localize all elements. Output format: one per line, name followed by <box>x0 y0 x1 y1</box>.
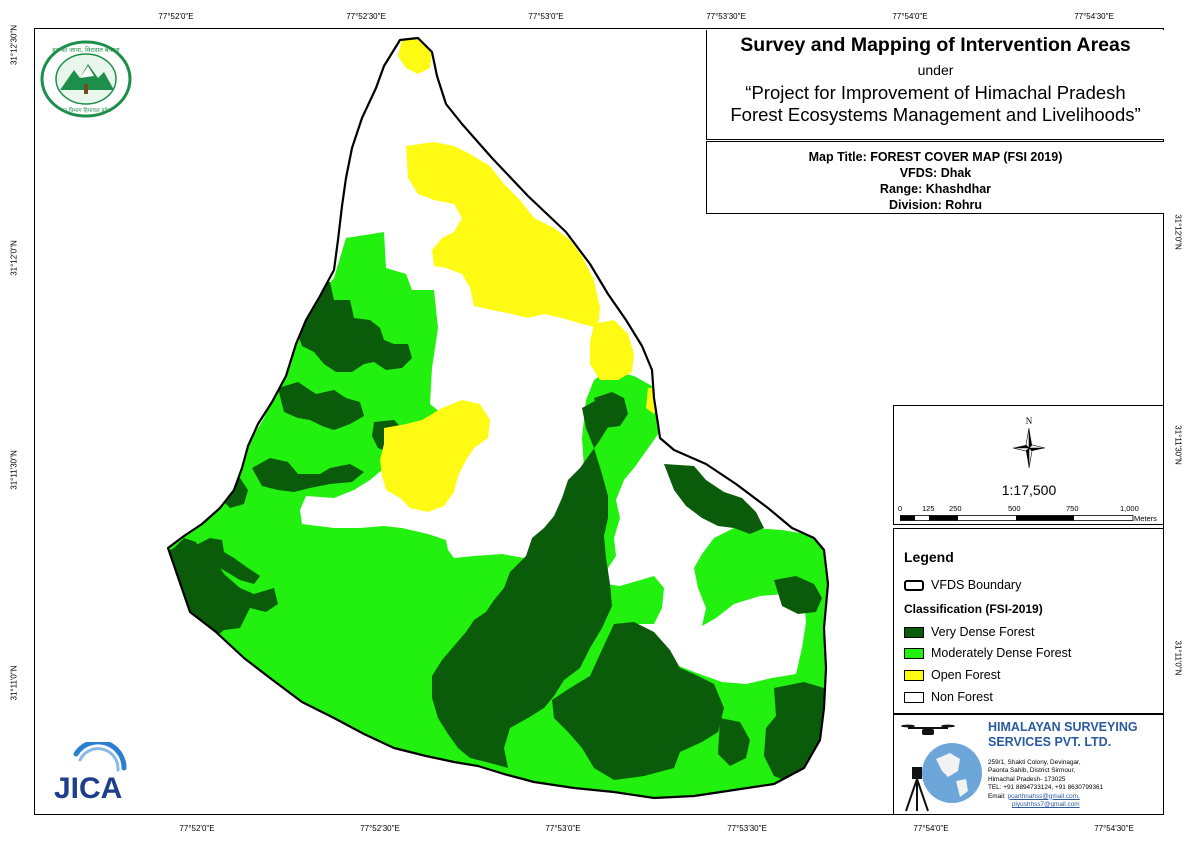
email-link-1[interactable]: pcarthnahss@gmail.com, <box>1007 792 1080 800</box>
logo-text-top: हर की जाना, विरासत बचाना <box>52 46 120 54</box>
title-panel: Survey and Mapping of Intervention Areas… <box>706 30 1164 140</box>
map-title: Map Title: FOREST COVER MAP (FSI 2019) <box>808 150 1063 164</box>
project-title-line1: “Project for Improvement of Himachal Pra… <box>745 82 1126 103</box>
drone-icon <box>901 724 955 735</box>
legend-item-non-forest: Non Forest <box>904 690 993 704</box>
legend-item-open: Open Forest <box>904 668 1000 682</box>
non-forest-swatch <box>904 691 924 703</box>
moderately-dense-swatch <box>904 647 924 659</box>
range-name: Range: Khashdhar <box>879 182 992 196</box>
open-forest-area <box>380 38 660 512</box>
graticule-bottom-2: 77°52'30"E <box>360 824 400 833</box>
jica-text: JICA <box>54 772 122 802</box>
main-title: Survey and Mapping of Intervention Areas <box>740 34 1131 56</box>
scalebar-label-0: 0 <box>898 504 903 513</box>
boundary-swatch <box>904 579 924 591</box>
legend-label-very-dense: Very Dense Forest <box>931 625 1035 639</box>
legend-panel: Legend VFDS Boundary Classification (FSI… <box>893 528 1163 714</box>
project-title: “Project for Improvement of Himachal Pra… <box>707 82 1164 126</box>
graticule-left-1: 31°12'30"N <box>9 24 19 66</box>
graticule-bottom-5: 77°54'0"E <box>913 824 949 833</box>
very-dense-swatch <box>904 626 924 638</box>
graticule-bottom-4: 77°53'30"E <box>727 824 767 833</box>
company-name-line1: HIMALAYAN SURVEYING <box>988 720 1138 734</box>
graticule-left-3: 31°11'30"N <box>9 450 19 490</box>
scalebar-label-750: 750 <box>1066 504 1079 513</box>
graticule-top-3: 77°53'0"E <box>528 12 564 21</box>
company-address: 259/1, Shakti Colony, Devinagar, Paonta … <box>988 759 1103 809</box>
legend-label-non-forest: Non Forest <box>931 690 993 704</box>
classification-title: Classification (FSI-2019) <box>904 602 1043 616</box>
graticule-right-2: 31°11'30"N <box>1173 425 1183 465</box>
scale-ratio: 1:17,500 <box>1001 482 1057 498</box>
legend-label-moderately-dense: Moderately Dense Forest <box>931 646 1072 660</box>
graticule-left-4: 31°11'0"N <box>9 665 19 701</box>
legend-label-open: Open Forest <box>931 668 1001 682</box>
graticule-right-3: 31°11'0"N <box>1173 640 1183 676</box>
graticule-right-1: 31°12'0"N <box>1173 214 1183 250</box>
surveying-logo <box>901 724 982 812</box>
company-name: HIMALAYAN SURVEYING SERVICES PVT. LTD. <box>988 720 1138 750</box>
north-arrow-icon: N <box>1012 416 1046 469</box>
north-scale-panel: N 1:17,500 0 125 250 500 750 1,000 Meter… <box>893 405 1163 525</box>
hp-forest-department-logo: हर की जाना, विरासत बचाना वन विभाग हिमाचल… <box>40 40 132 118</box>
graticule-top-1: 77°52'0"E <box>158 12 194 21</box>
graticule-left-2: 31°12'0"N <box>9 240 19 276</box>
legend-label-boundary: VFDS Boundary <box>931 578 1022 592</box>
graticule-bottom-1: 77°52'0"E <box>179 824 215 833</box>
moderately-dense-forest-area <box>168 232 828 798</box>
graticule-top-2: 77°52'30"E <box>346 12 386 21</box>
scalebar-unit: Meters <box>1134 514 1157 523</box>
scalebar-label-500: 500 <box>1008 504 1021 513</box>
email-link-2[interactable]: piyushhss7@gmail.com <box>1012 801 1080 809</box>
address-line1: 259/1, Shakti Colony, Devinagar, <box>988 759 1081 766</box>
legend-item-very-dense: Very Dense Forest <box>904 625 1035 639</box>
graticule-top-4: 77°53'30"E <box>706 12 746 21</box>
open-swatch <box>904 669 924 681</box>
title-under: under <box>917 62 954 78</box>
address-phone: TEL: +91 8894733124, +91 8630799361 <box>988 784 1104 792</box>
graticule-bottom-6: 77°54'30"E <box>1094 824 1134 833</box>
address-line2: Paonta Sahib, District Sirmour, <box>988 767 1076 775</box>
company-name-line2: SERVICES PVT. LTD. <box>988 735 1112 749</box>
tripod-icon <box>905 767 929 812</box>
company-panel: HIMALAYAN SURVEYING SERVICES PVT. LTD. 2… <box>893 714 1163 814</box>
project-title-line2: Forest Ecosystems Management and Livelih… <box>730 104 1141 125</box>
scalebar-label-125: 125 <box>922 504 935 513</box>
scalebar <box>900 515 1134 521</box>
legend-item-boundary: VFDS Boundary <box>904 578 1021 592</box>
graticule-bottom-3: 77°53'0"E <box>545 824 581 833</box>
scalebar-label-250: 250 <box>949 504 962 513</box>
address-line3: Himachal Pradesh- 173025 <box>988 775 1066 783</box>
vfds-name: VFDS: Dhak <box>899 166 972 180</box>
vfds-boundary <box>166 36 830 800</box>
legend-item-moderately-dense: Moderately Dense Forest <box>904 646 1071 660</box>
north-letter: N <box>1026 416 1033 426</box>
legend-title: Legend <box>904 549 954 565</box>
division-name: Division: Rohru <box>888 198 983 212</box>
graticule-top-6: 77°54'30"E <box>1074 12 1114 21</box>
scalebar-label-1000: 1,000 <box>1120 504 1139 513</box>
graticule-top-5: 77°54'0"E <box>892 12 928 21</box>
logo-text-bottom: वन विभाग हिमाचल प्रदेश <box>61 107 112 114</box>
jica-logo: JICA <box>54 742 127 802</box>
email-label: Email: <box>988 792 1006 800</box>
map-info-panel: Map Title: FOREST COVER MAP (FSI 2019) V… <box>706 141 1164 214</box>
